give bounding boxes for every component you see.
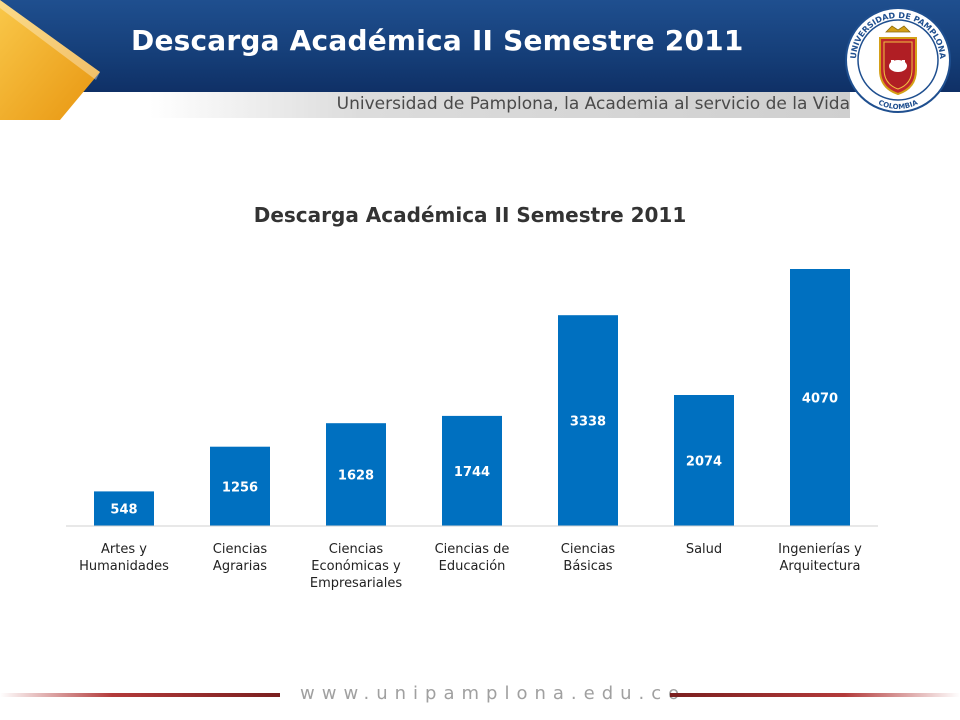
bar-1 bbox=[210, 446, 270, 526]
category-label-0: Artes y Humanidades bbox=[79, 542, 169, 574]
category-label-3: Ciencias de Educación bbox=[435, 542, 510, 574]
category-label-2: Ciencias Económicas y Empresariales bbox=[310, 542, 402, 591]
bar-0 bbox=[94, 491, 154, 526]
svg-text:COLOMBIA: COLOMBIA bbox=[877, 98, 919, 111]
bar-2 bbox=[326, 423, 386, 526]
category-label-5: Salud bbox=[686, 542, 722, 557]
bar-4 bbox=[558, 315, 618, 526]
category-labels-group: Artes y Humanidades Ciencias Agrarias Cienci… bbox=[79, 542, 862, 591]
tagline-bar bbox=[150, 92, 850, 118]
category-label-4: Ciencias Básicas bbox=[561, 542, 616, 574]
data-labels-group: 548 1256 1628 1744 3338 2074 4070 bbox=[110, 392, 838, 518]
data-label-5: 2074 bbox=[686, 455, 722, 470]
footer-line-right bbox=[670, 693, 960, 697]
data-label-6: 4070 bbox=[802, 392, 838, 407]
data-label-0: 548 bbox=[110, 503, 137, 518]
data-label-2: 1628 bbox=[338, 469, 374, 484]
footer-url[interactable]: www.unipamplona.edu.co bbox=[300, 683, 687, 704]
header-title: Descarga Académica II Semestre 2011 bbox=[131, 24, 744, 57]
bar-5 bbox=[674, 395, 734, 526]
header-banner bbox=[0, 0, 960, 92]
university-seal-icon: UNIVERSIDAD DE PAMPLONA COLOMBIA bbox=[845, 7, 951, 113]
footer-line-left bbox=[0, 693, 280, 697]
data-label-4: 3338 bbox=[570, 415, 606, 430]
seal-bottom-text: COLOMBIA bbox=[877, 98, 919, 111]
tagline: Universidad de Pamplona, la Academia al … bbox=[336, 94, 850, 114]
bar-6 bbox=[790, 269, 850, 526]
category-label-1: Ciencias Agrarias bbox=[213, 542, 268, 574]
data-label-3: 1744 bbox=[454, 465, 490, 480]
header-accent-triangle bbox=[0, 0, 100, 120]
category-label-6: Ingenierías y Arquitectura bbox=[778, 542, 862, 574]
data-label-1: 1256 bbox=[222, 480, 258, 495]
bar-3 bbox=[442, 415, 502, 526]
bars-group bbox=[94, 269, 850, 526]
chart-title: Descarga Académica II Semestre 2011 bbox=[254, 203, 687, 227]
